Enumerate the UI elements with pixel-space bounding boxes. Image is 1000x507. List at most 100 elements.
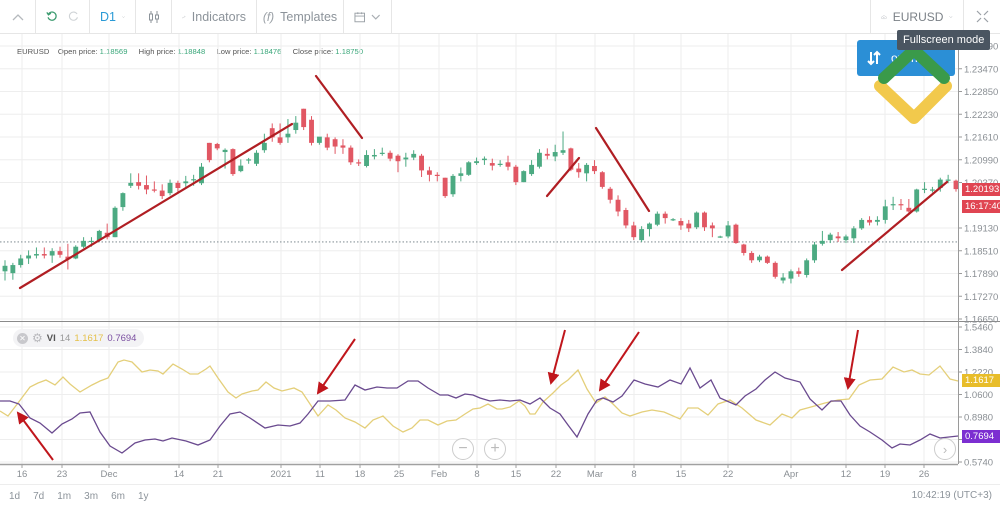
trendline[interactable] (545, 156, 581, 198)
vi-axis-label: 1.2220 (964, 368, 993, 379)
redo-icon[interactable] (68, 10, 80, 23)
candle (277, 137, 283, 143)
candle (10, 265, 16, 274)
candle (230, 149, 236, 175)
range-1d[interactable]: 1d (9, 490, 21, 502)
indicator-legend: ✕ ⚙ VI 14 1.1617 0.7694 (13, 329, 145, 347)
candle (285, 133, 291, 138)
fullscreen-button[interactable] (964, 0, 1000, 33)
candle (890, 204, 896, 206)
indicators-icon (182, 15, 186, 18)
time-axis-label: Feb (431, 469, 447, 480)
candle (819, 240, 825, 244)
candle (316, 136, 322, 143)
chevron-right-icon: › (942, 441, 948, 457)
undo-redo-group (36, 0, 90, 33)
minus-icon: − (458, 440, 468, 457)
zoom-in-button[interactable]: + (484, 438, 506, 460)
candle (631, 225, 637, 238)
candle (615, 199, 621, 212)
indicator-name: VI (46, 332, 56, 344)
candle (214, 143, 220, 149)
price-axis-label: 1.20990 (964, 155, 998, 166)
time-axis-label: 22 (551, 469, 562, 480)
candle (647, 223, 652, 230)
candle (592, 165, 597, 172)
vi-axis-label: 1.5460 (964, 323, 993, 334)
chart-type-button[interactable] (136, 0, 172, 33)
trendline[interactable] (594, 126, 651, 213)
annotation-arrow[interactable] (547, 329, 566, 385)
undo-icon[interactable] (46, 10, 58, 23)
calendar-icon (354, 11, 365, 22)
annotation-arrow[interactable] (843, 329, 859, 390)
candle (929, 189, 935, 191)
countdown-tag: 16:17:40 (962, 200, 1000, 213)
candle (874, 219, 880, 222)
candle (914, 189, 920, 212)
collapse-toolbar-button[interactable] (0, 0, 36, 33)
symbol-select[interactable]: EURUSD (871, 0, 964, 33)
annotation-arrow[interactable] (316, 338, 356, 395)
candle (694, 212, 700, 228)
candle (81, 240, 87, 247)
price-chart[interactable]: 1.240901.234701.228501.222301.216101.209… (0, 34, 1000, 484)
candle (489, 163, 495, 166)
trendline[interactable] (314, 74, 364, 140)
candle (757, 256, 762, 261)
range-7d[interactable]: 7d (33, 490, 45, 502)
vi-axis-label: 0.8980 (964, 413, 993, 424)
candle (466, 162, 472, 175)
gear-icon[interactable]: ⚙ (32, 330, 43, 345)
timeframe-select[interactable]: D1 (90, 0, 136, 33)
range-6m[interactable]: 6m (111, 490, 125, 502)
annotation-arrow[interactable] (598, 331, 640, 392)
candle (717, 236, 723, 238)
calendar-button[interactable] (344, 0, 392, 33)
time-axis-label: 12 (841, 469, 852, 480)
candle (293, 122, 299, 131)
indicators-button[interactable]: Indicators (172, 0, 257, 33)
close-value: 1.18750 (335, 47, 364, 56)
candle (340, 145, 346, 148)
price-axis-label: 1.22230 (964, 110, 998, 121)
candle (702, 212, 707, 228)
candle (49, 251, 55, 256)
range-1m[interactable]: 1m (57, 490, 72, 502)
candle (796, 271, 802, 274)
candle (199, 166, 204, 184)
price-axis-label: 1.17270 (964, 292, 998, 303)
candle (749, 252, 755, 261)
candle (159, 190, 165, 197)
candle (222, 149, 228, 153)
candle (623, 210, 629, 226)
range-3m[interactable]: 3m (84, 490, 99, 502)
candle (34, 254, 39, 256)
templates-button[interactable]: (f) Templates (257, 0, 344, 33)
candle (922, 188, 927, 190)
annotation-arrow[interactable] (16, 411, 54, 461)
vi-axis-label: 1.0600 (964, 390, 993, 401)
price-axis-label: 1.22850 (964, 87, 998, 98)
time-axis-label: 16 (17, 469, 28, 480)
candle (772, 262, 778, 277)
candle (419, 155, 424, 171)
trendline[interactable] (840, 180, 949, 272)
candle (458, 173, 464, 176)
candle (379, 152, 385, 154)
candle (741, 244, 747, 253)
trendline[interactable] (18, 122, 294, 290)
range-1y[interactable]: 1y (137, 490, 149, 502)
cloud-upload-icon (881, 14, 887, 19)
scroll-right-button[interactable]: › (934, 438, 956, 460)
vi-line-plus (0, 359, 959, 433)
remove-indicator-icon[interactable]: ✕ (17, 332, 28, 344)
zoom-out-button[interactable]: − (452, 438, 474, 460)
time-axis-label: 2021 (270, 469, 291, 480)
vi-plus-value: 1.1617 (74, 332, 104, 344)
swap-arrows-icon (867, 50, 881, 66)
candle (529, 164, 535, 175)
plus-icon: + (490, 440, 500, 457)
candle (183, 181, 189, 184)
candle (450, 175, 456, 195)
